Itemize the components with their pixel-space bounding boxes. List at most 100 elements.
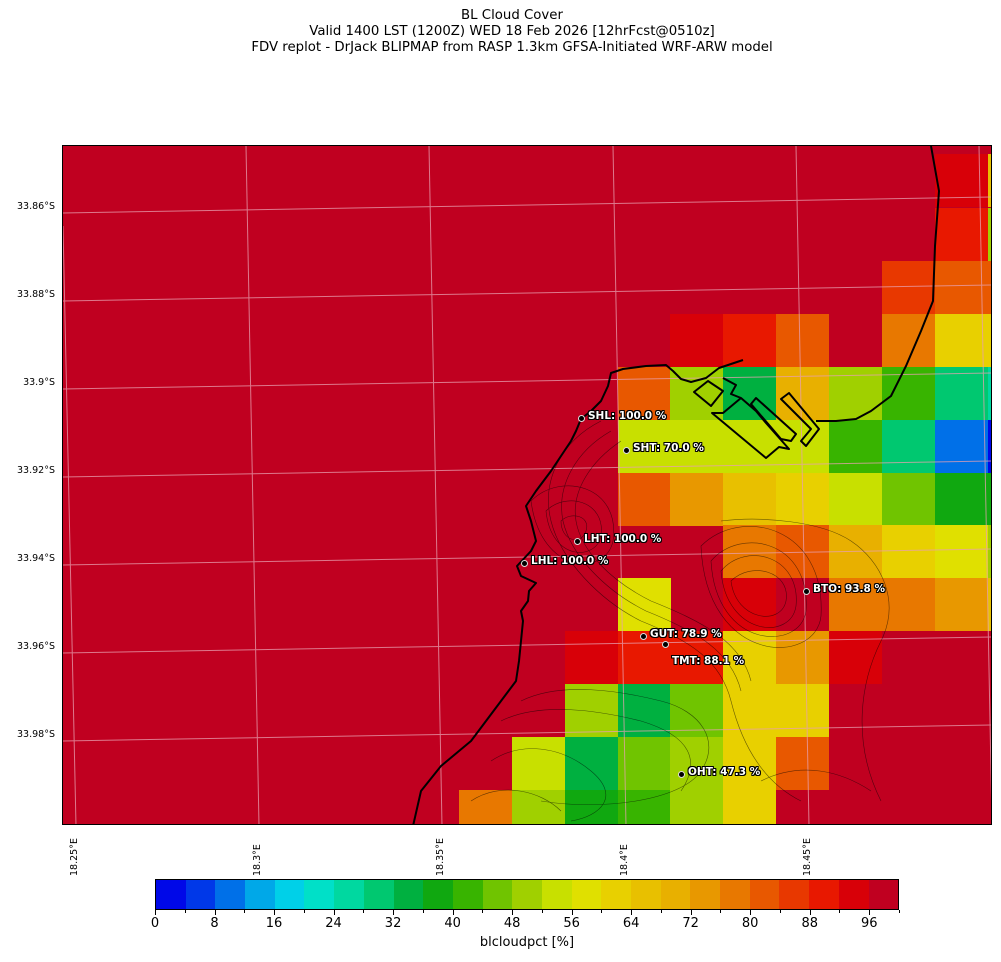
harbour-outline bbox=[693, 377, 820, 459]
colorbar-tick-label: 0 bbox=[150, 916, 160, 931]
station-marker bbox=[677, 770, 685, 778]
x-tick-label: 18.3°E bbox=[252, 844, 263, 876]
grid-cell bbox=[670, 790, 723, 824]
grid-cell bbox=[723, 314, 776, 367]
colorbar-bin bbox=[601, 880, 631, 909]
grid-cell bbox=[459, 790, 512, 824]
station-marker bbox=[520, 559, 528, 567]
station-marker bbox=[622, 446, 630, 454]
x-tick-label: 18.45°E bbox=[802, 838, 813, 876]
x-tick-label: 18.35°E bbox=[435, 838, 446, 876]
colorbar bbox=[155, 879, 899, 910]
colorbar-tick bbox=[452, 910, 454, 915]
colorbar-tick bbox=[482, 910, 484, 913]
colorbar-bin bbox=[334, 880, 364, 909]
colorbar-tick-label: 8 bbox=[210, 916, 219, 931]
colorbar-bin bbox=[215, 880, 246, 909]
station-label: GUT: 78.9 % bbox=[650, 628, 722, 640]
y-tick-label: 33.98°S bbox=[17, 729, 55, 740]
grid-cell bbox=[723, 473, 776, 526]
grid-cell bbox=[565, 684, 618, 737]
grid-cell bbox=[882, 261, 935, 314]
colorbar-tick bbox=[184, 910, 186, 913]
grid-cell bbox=[988, 525, 991, 578]
grid-cell bbox=[512, 737, 565, 790]
colorbar-bin bbox=[838, 880, 869, 909]
chart-title: BL Cloud Cover bbox=[461, 8, 563, 23]
colorbar-tick bbox=[779, 910, 781, 913]
colorbar-tick bbox=[363, 910, 365, 913]
grid-cell bbox=[882, 578, 935, 631]
grid-cell bbox=[723, 525, 776, 578]
colorbar-tick bbox=[809, 910, 811, 915]
station-label: TMT: 88.1 % bbox=[672, 655, 745, 667]
y-tick-label: 33.92°S bbox=[17, 465, 55, 476]
station-marker bbox=[639, 632, 647, 640]
colorbar-tick bbox=[512, 910, 514, 915]
grid-cell bbox=[988, 314, 991, 367]
colorbar-bin bbox=[274, 880, 305, 909]
grid-cell bbox=[670, 631, 723, 684]
colorbar-tick bbox=[839, 910, 841, 913]
grid-cell bbox=[935, 525, 988, 578]
grid-cell bbox=[988, 367, 991, 420]
grid-cell bbox=[618, 737, 671, 790]
station-label: SHL: 100.0 % bbox=[588, 410, 667, 422]
colorbar-label: blcloudpct [%] bbox=[479, 935, 575, 950]
colorbar-tick-label: 32 bbox=[384, 916, 402, 931]
coastline bbox=[412, 146, 940, 824]
grid-cell bbox=[829, 578, 882, 631]
colorbar-tick bbox=[571, 910, 573, 915]
grid-cell bbox=[935, 261, 988, 314]
colorbar-bin bbox=[156, 880, 186, 909]
grid-cell bbox=[670, 420, 723, 473]
colorbar-bin bbox=[512, 880, 542, 909]
colorbar-bin bbox=[393, 880, 424, 909]
map-overlay bbox=[63, 146, 991, 824]
colorbar-bin bbox=[809, 880, 839, 909]
grid-cell bbox=[723, 737, 776, 790]
y-tick-label: 33.88°S bbox=[17, 289, 55, 300]
grid-cell bbox=[935, 473, 988, 526]
colorbar-bin bbox=[482, 880, 513, 909]
colorbar-tick bbox=[303, 910, 305, 913]
grid-cell bbox=[829, 473, 882, 526]
grid-cell bbox=[882, 525, 935, 578]
colorbar-bin bbox=[245, 880, 275, 909]
grid-cell bbox=[618, 790, 671, 824]
grid-cell bbox=[988, 420, 991, 473]
colorbar-tick-label: 16 bbox=[265, 916, 283, 931]
grid-cell bbox=[565, 737, 618, 790]
colorbar-bin bbox=[720, 880, 750, 909]
grid-cell bbox=[935, 208, 988, 261]
grid-cell bbox=[670, 684, 723, 737]
grid-cell bbox=[512, 790, 565, 824]
grid-cell bbox=[935, 367, 988, 420]
colorbar-tick bbox=[422, 910, 424, 913]
grid-cell bbox=[935, 420, 988, 473]
grid-cell bbox=[776, 737, 829, 790]
grid-cell bbox=[882, 420, 935, 473]
colorbar-bin bbox=[660, 880, 691, 909]
colorbar-bin bbox=[541, 880, 572, 909]
colorbar-tick-label: 64 bbox=[622, 916, 640, 931]
colorbar-bin bbox=[690, 880, 721, 909]
grid-cell bbox=[988, 208, 991, 261]
grid-cell bbox=[723, 684, 776, 737]
colorbar-tick bbox=[631, 910, 633, 915]
colorbar-tick-label: 24 bbox=[325, 916, 342, 931]
station-label: LHL: 100.0 % bbox=[531, 555, 609, 567]
station-marker bbox=[573, 537, 581, 545]
y-tick-label: 33.9°S bbox=[23, 377, 55, 388]
colorbar-bin bbox=[631, 880, 661, 909]
station-label: BTO: 93.8 % bbox=[813, 583, 886, 595]
grid-cell bbox=[776, 314, 829, 367]
grid-cell bbox=[670, 473, 723, 526]
colorbar-bin bbox=[868, 880, 899, 909]
map-plot-area bbox=[62, 145, 992, 825]
colorbar-tick-label: 72 bbox=[682, 916, 699, 931]
colorbar-tick-label: 48 bbox=[503, 916, 521, 931]
colorbar-tick bbox=[244, 910, 246, 913]
grid-cell bbox=[670, 314, 723, 367]
colorbar-tick bbox=[214, 910, 216, 915]
